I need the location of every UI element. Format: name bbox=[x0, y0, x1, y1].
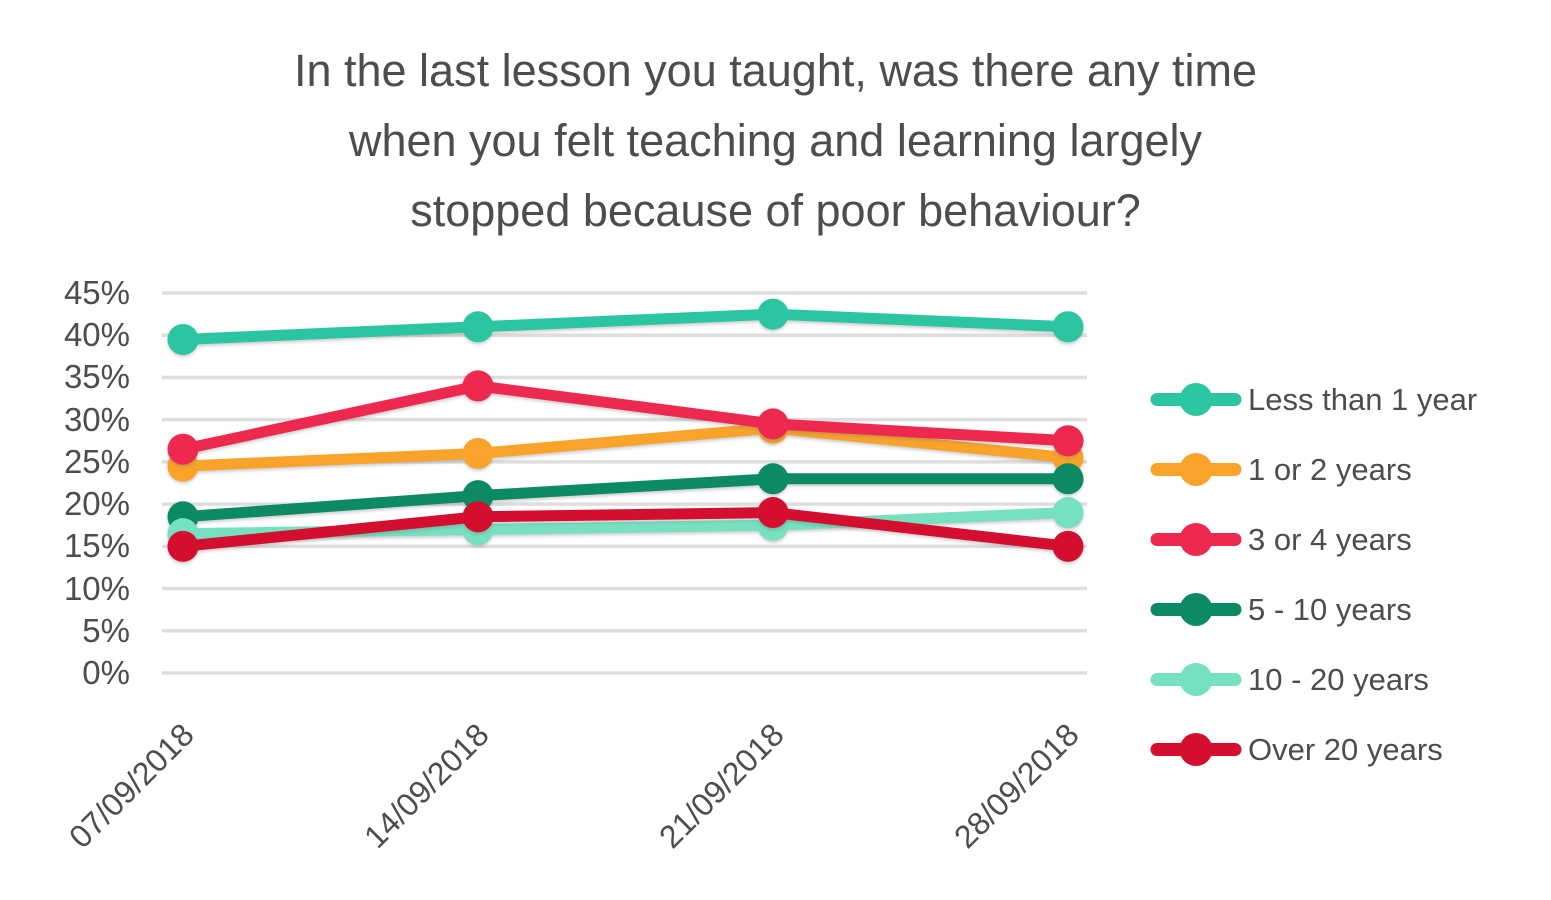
y-tick-label-40pct: 40% bbox=[63, 316, 130, 354]
legend: Less than 1 year 1 or 2 years 3 or 4 years… bbox=[1150, 381, 1477, 768]
y-tick-label-15pct: 15% bbox=[63, 527, 130, 565]
legend-marker-icon bbox=[1150, 383, 1242, 416]
y-tick-label-25pct: 25% bbox=[63, 442, 130, 480]
data-point-3-or-4-years-28-09-2018 bbox=[1052, 425, 1084, 457]
data-point-10-20-years-28-09-2018 bbox=[1052, 497, 1084, 529]
series-over-20-years bbox=[167, 497, 1084, 562]
data-point-3-or-4-years-14-09-2018 bbox=[462, 370, 494, 402]
legend-item-1-or-2-years: 1 or 2 years bbox=[1150, 451, 1477, 488]
series-less-than-1-year bbox=[167, 298, 1084, 355]
legend-item-over-20-years: Over 20 years bbox=[1150, 731, 1477, 768]
data-point-less-than-1-year-28-09-2018 bbox=[1052, 311, 1084, 343]
legend-item-10-20-years: 10 - 20 years bbox=[1150, 661, 1477, 698]
data-point-less-than-1-year-21-09-2018 bbox=[757, 298, 789, 330]
chart-title-line-3: stopped because of poor behaviour? bbox=[410, 185, 1141, 236]
legend-marker-icon bbox=[1150, 593, 1242, 626]
data-point-5-10-years-28-09-2018 bbox=[1052, 463, 1084, 495]
y-tick-label-45pct: 45% bbox=[63, 274, 130, 311]
series-line-3-or-4-years bbox=[177, 380, 1074, 455]
legend-label-less-than-1-year: Less than 1 year bbox=[1248, 381, 1478, 417]
legend-marker-icon bbox=[1150, 733, 1242, 766]
data-point-over-20-years-07-09-2018 bbox=[167, 530, 199, 562]
data-point-over-20-years-21-09-2018 bbox=[757, 497, 789, 529]
legend-marker-icon bbox=[1150, 453, 1242, 486]
legend-item-3-or-4-years: 3 or 4 years bbox=[1150, 521, 1477, 558]
data-point-3-or-4-years-21-09-2018 bbox=[757, 408, 789, 440]
y-tick-label-10pct: 10% bbox=[63, 569, 130, 607]
chart-title: In the last lesson you taught, was there… bbox=[0, 36, 1551, 246]
series-3-or-4-years bbox=[167, 370, 1084, 465]
data-point-less-than-1-year-14-09-2018 bbox=[462, 311, 494, 343]
legend-label-10-20-years: 10 - 20 years bbox=[1248, 661, 1429, 697]
data-point-over-20-years-28-09-2018 bbox=[1052, 530, 1084, 562]
chart-title-line-1: In the last lesson you taught, was there… bbox=[293, 45, 1258, 96]
chart-series bbox=[167, 298, 1084, 562]
y-tick-label-20pct: 20% bbox=[63, 485, 130, 523]
data-point-less-than-1-year-07-09-2018 bbox=[167, 323, 199, 355]
data-point-over-20-years-14-09-2018 bbox=[462, 501, 494, 533]
gridlines bbox=[162, 291, 1087, 675]
legend-item-less-than-1-year: Less than 1 year bbox=[1150, 381, 1477, 418]
data-point-3-or-4-years-07-09-2018 bbox=[167, 433, 199, 465]
legend-label-1-or-2-years: 1 or 2 years bbox=[1248, 451, 1412, 487]
data-point-1-or-2-years-14-09-2018 bbox=[462, 437, 494, 469]
series-line-less-than-1-year bbox=[177, 308, 1074, 345]
y-tick-label-30pct: 30% bbox=[63, 400, 130, 438]
legend-label-3-or-4-years: 3 or 4 years bbox=[1248, 521, 1412, 557]
legend-marker-icon bbox=[1150, 523, 1242, 556]
legend-item-5-10-years: 5 - 10 years bbox=[1150, 591, 1477, 628]
y-tick-label-5pct: 5% bbox=[82, 611, 130, 649]
chart-title-line-2: when you felt teaching and learning larg… bbox=[348, 115, 1203, 166]
legend-marker-icon bbox=[1150, 663, 1242, 696]
y-tick-label-0pct: 0% bbox=[82, 654, 130, 691]
y-tick-label-35pct: 35% bbox=[63, 358, 130, 396]
series-line-over-20-years bbox=[177, 507, 1074, 552]
series-line-1-or-2-years bbox=[177, 422, 1074, 472]
data-point-5-10-years-21-09-2018 bbox=[757, 463, 789, 495]
series-line-5-10-years bbox=[177, 473, 1074, 523]
legend-label-over-20-years: Over 20 years bbox=[1248, 731, 1443, 767]
legend-label-5-10-years: 5 - 10 years bbox=[1248, 591, 1412, 627]
